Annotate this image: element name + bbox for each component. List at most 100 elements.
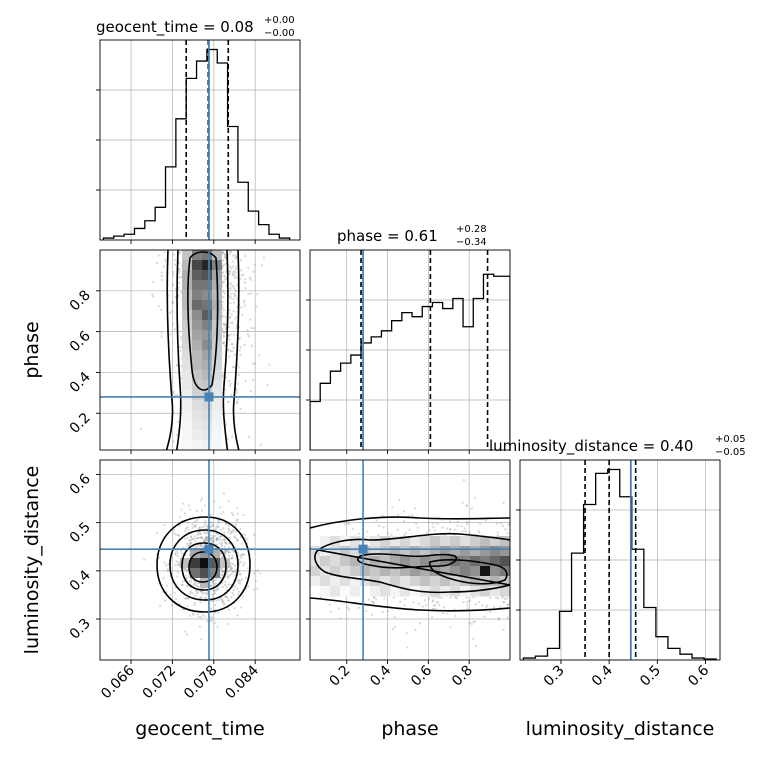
sample-point bbox=[239, 277, 242, 280]
sample-point bbox=[233, 564, 237, 567]
sample-point bbox=[268, 363, 271, 366]
sample-point bbox=[217, 519, 220, 522]
sample-point bbox=[185, 576, 188, 579]
sample-point bbox=[229, 583, 232, 587]
density-cell bbox=[202, 310, 212, 321]
sample-point bbox=[214, 528, 217, 531]
sample-point bbox=[193, 520, 197, 523]
density-cell bbox=[400, 566, 410, 577]
sample-point bbox=[253, 327, 256, 330]
sample-point bbox=[243, 299, 246, 302]
sample-point bbox=[152, 280, 155, 284]
sample-point bbox=[346, 606, 349, 609]
sample-point bbox=[220, 598, 223, 601]
sample-point bbox=[381, 610, 385, 613]
sample-point bbox=[227, 599, 230, 602]
sample-point bbox=[424, 603, 428, 607]
sample-point bbox=[178, 524, 181, 527]
density-cell bbox=[460, 546, 470, 557]
sample-point bbox=[176, 394, 179, 397]
density-cell bbox=[370, 586, 380, 597]
sample-point bbox=[206, 524, 209, 527]
sample-point bbox=[433, 529, 436, 532]
sample-point bbox=[234, 570, 237, 573]
sample-point bbox=[242, 553, 245, 556]
sample-point bbox=[174, 552, 177, 555]
density-cell bbox=[202, 290, 212, 301]
sample-point bbox=[223, 531, 226, 534]
sample-point bbox=[237, 581, 240, 585]
sample-point bbox=[246, 538, 249, 541]
sample-point bbox=[262, 256, 265, 259]
sample-point bbox=[461, 530, 464, 533]
density-area bbox=[100, 250, 300, 450]
sample-point bbox=[505, 597, 509, 600]
sample-point bbox=[233, 294, 237, 297]
sample-point bbox=[462, 479, 466, 482]
sample-point bbox=[236, 512, 239, 516]
sample-point bbox=[242, 301, 246, 304]
sample-point bbox=[227, 551, 230, 554]
sample-point bbox=[449, 626, 452, 629]
density-cell bbox=[190, 558, 200, 568]
sample-point bbox=[231, 343, 234, 346]
sample-point bbox=[357, 532, 360, 535]
sample-point bbox=[403, 533, 406, 536]
sample-point bbox=[152, 295, 155, 298]
sample-point bbox=[193, 582, 196, 586]
sample-point bbox=[231, 570, 234, 573]
sample-point bbox=[200, 509, 204, 512]
sample-point bbox=[166, 568, 169, 571]
sample-point bbox=[221, 599, 224, 602]
sample-point bbox=[245, 576, 248, 579]
sample-point bbox=[413, 507, 417, 510]
sample-point bbox=[178, 251, 181, 254]
sample-point bbox=[184, 527, 188, 530]
sample-point bbox=[223, 275, 226, 278]
sample-point bbox=[198, 531, 201, 534]
sample-point bbox=[188, 539, 192, 542]
sample-point bbox=[230, 567, 233, 570]
sample-point bbox=[174, 553, 177, 556]
density-cell bbox=[400, 556, 410, 567]
density-cell bbox=[212, 350, 222, 361]
sample-point bbox=[241, 578, 244, 581]
title-main: geocent_time = 0.08 bbox=[96, 18, 254, 37]
sample-point bbox=[224, 326, 227, 329]
sample-point bbox=[234, 290, 238, 293]
sample-point bbox=[405, 632, 409, 635]
density-cell bbox=[430, 536, 440, 547]
sample-point bbox=[198, 596, 202, 600]
sample-point bbox=[456, 520, 459, 523]
sample-point bbox=[254, 580, 257, 583]
injection-marker bbox=[204, 392, 214, 402]
sample-point bbox=[227, 550, 230, 554]
sample-point bbox=[177, 534, 180, 537]
sample-point bbox=[172, 392, 175, 395]
sample-point bbox=[181, 583, 185, 586]
density-cell bbox=[212, 360, 222, 371]
density-cell bbox=[202, 270, 212, 281]
density-cell bbox=[420, 576, 430, 587]
sample-point bbox=[170, 604, 174, 607]
sample-point bbox=[497, 616, 500, 620]
density-cell bbox=[320, 586, 330, 597]
sample-point bbox=[256, 587, 259, 590]
density-cell bbox=[192, 300, 202, 311]
sample-point bbox=[186, 604, 189, 608]
sample-point bbox=[223, 292, 226, 295]
sample-point bbox=[221, 306, 224, 309]
sample-point bbox=[201, 525, 204, 529]
sample-point bbox=[502, 601, 505, 604]
panel-phase-vs-geocent-time: 0.2 0.4 0.6 0.8 bbox=[67, 249, 301, 454]
sample-point bbox=[229, 565, 232, 568]
sample-point bbox=[246, 333, 249, 336]
sample-point bbox=[484, 519, 487, 522]
title-phase-upper: +0.28 bbox=[456, 224, 487, 235]
sample-point bbox=[239, 259, 243, 262]
sample-point bbox=[196, 536, 200, 540]
density-cell bbox=[182, 440, 192, 450]
sample-point bbox=[434, 596, 437, 599]
sample-point bbox=[431, 522, 434, 525]
sample-point bbox=[252, 362, 255, 365]
